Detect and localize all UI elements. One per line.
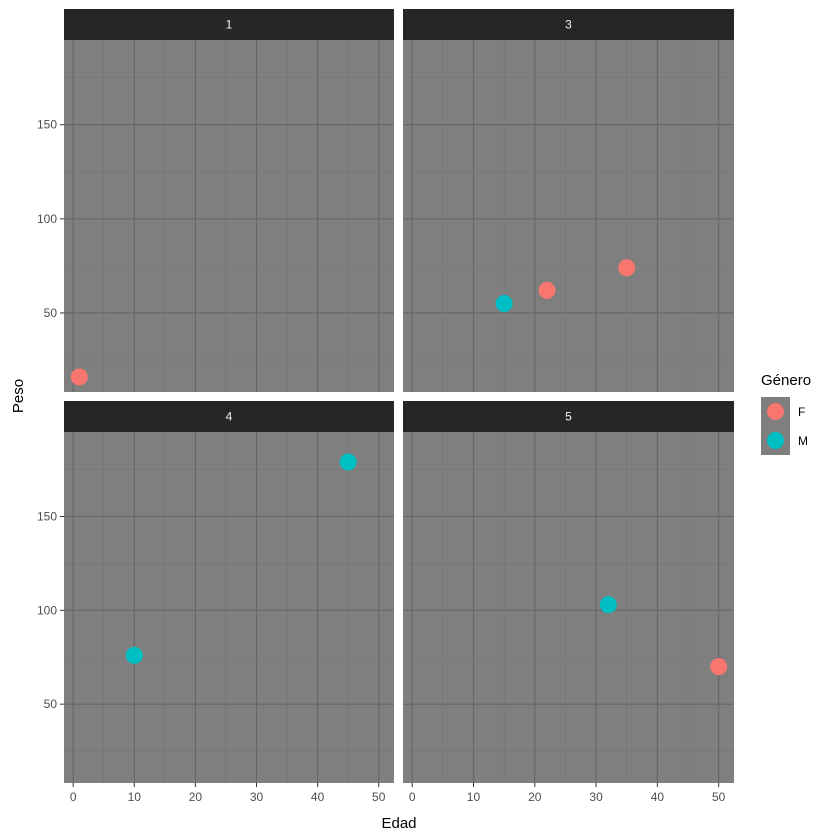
facet-5-strip-label: 5 [565, 410, 572, 424]
facet-4-x-tick-label: 0 [70, 790, 77, 804]
facet-4-x-tick-label: 30 [250, 790, 264, 804]
facet-1-y-tick-label: 150 [37, 118, 57, 132]
facet-5-point-F [710, 658, 728, 676]
facet-4-point-M [339, 453, 357, 471]
facet-5-strip [403, 401, 734, 432]
facet-5-panel [403, 432, 734, 783]
facet-4-y-tick-label: 50 [44, 697, 58, 711]
facet-5-x-tick-label: 0 [409, 790, 416, 804]
facet-4-x-tick-label: 50 [372, 790, 386, 804]
legend-symbol-M [767, 432, 784, 449]
facet-3-strip-label: 3 [565, 18, 572, 32]
facet-1-y-tick-label: 100 [37, 212, 57, 226]
facet-3-point-M [495, 295, 513, 313]
facet-5-point-M [599, 596, 617, 614]
legend-symbol-F [767, 403, 784, 420]
facet-4-x-tick-label: 20 [189, 790, 203, 804]
facet-4-panel [64, 432, 394, 783]
facet-1-strip [64, 9, 394, 40]
facet-5-x-tick-label: 40 [651, 790, 665, 804]
facet-4-y-tick-label: 150 [37, 509, 57, 523]
facet-1-y-tick-label: 50 [44, 306, 58, 320]
y-axis-title: Peso [10, 379, 27, 413]
facet-1-strip-label: 1 [226, 18, 233, 32]
facet-3-strip [403, 9, 734, 40]
facet-5-x-tick-label: 10 [467, 790, 481, 804]
facet-3-point-F [538, 281, 556, 299]
facet-3-panel [403, 40, 734, 392]
x-axis-title: Edad [381, 815, 416, 832]
facet-4-strip-label: 4 [226, 410, 233, 424]
facet-4-x-tick-label: 40 [311, 790, 325, 804]
legend-label-F: F [798, 405, 805, 419]
facet-5-x-tick-label: 50 [712, 790, 726, 804]
facet-4-point-M [125, 646, 143, 664]
facet-4-x-tick-label: 10 [128, 790, 142, 804]
legend-label-M: M [798, 434, 808, 448]
facet-3-point-F [618, 259, 636, 277]
facet-4-strip [64, 401, 394, 432]
facet-5-x-tick-label: 20 [528, 790, 542, 804]
facet-1-point-F [70, 368, 88, 386]
legend-title: Género [761, 372, 811, 389]
facet-1-panel [64, 40, 394, 392]
facet-5-x-tick-label: 30 [589, 790, 603, 804]
facet-4-y-tick-label: 100 [37, 603, 57, 617]
